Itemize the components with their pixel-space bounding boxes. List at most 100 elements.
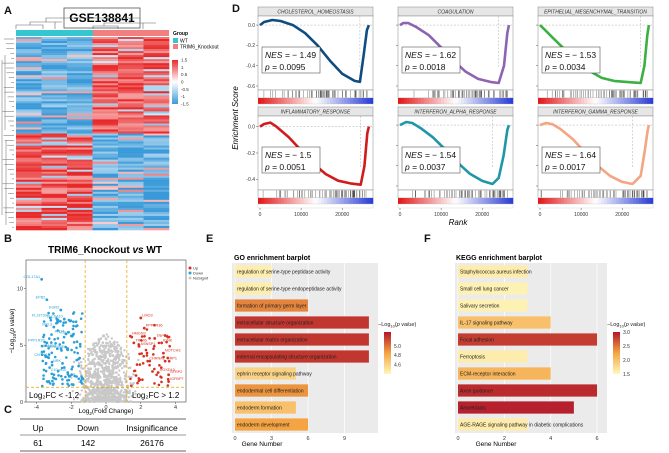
heatmap-cell bbox=[67, 55, 93, 58]
heatmap-cell bbox=[118, 141, 144, 144]
heatmap-cell bbox=[92, 171, 119, 175]
volcano-gene-label-down: EPB2 bbox=[36, 295, 46, 299]
gsea-rank-bar-segment bbox=[538, 98, 542, 104]
gsea-rank-bar-segment bbox=[444, 198, 448, 204]
heatmap-cell bbox=[67, 227, 93, 231]
heatmap-cell bbox=[143, 207, 170, 211]
barplot-xtick-label: 6 bbox=[596, 436, 599, 442]
heatmap-cell bbox=[92, 101, 119, 104]
heatmap-cell bbox=[92, 95, 119, 98]
heatmap-cell bbox=[143, 103, 170, 106]
volcano-gene-label-down: PPP1R3C bbox=[28, 338, 46, 342]
volcano-xtick-label: -4 bbox=[34, 405, 39, 411]
heatmap-cell bbox=[67, 77, 93, 80]
heatmap-cell bbox=[118, 115, 144, 118]
heatmap-cell bbox=[16, 41, 42, 44]
heatmap-cell bbox=[118, 79, 144, 82]
gsea-rank-bar-segment bbox=[632, 198, 637, 204]
heatmap-cell bbox=[118, 105, 144, 108]
heatmap-cell bbox=[67, 133, 93, 136]
heatmap-cell bbox=[41, 161, 68, 164]
heatmap-cell bbox=[92, 77, 119, 80]
gsea-rank-bar-segment bbox=[332, 98, 336, 104]
gsea-pvalue-text: p = 0.0037 bbox=[404, 162, 446, 172]
barplot-bar bbox=[458, 367, 551, 380]
gsea-rank-bar-segment bbox=[598, 198, 602, 204]
gsea-rank-bar-segment bbox=[538, 198, 542, 204]
heatmap-cell bbox=[118, 157, 144, 160]
gsea-rank-bar-segment bbox=[487, 198, 491, 204]
heatmap-cell bbox=[41, 185, 68, 189]
gsea-rank-bar-segment bbox=[555, 198, 559, 204]
heatmap-cell bbox=[118, 107, 144, 110]
heatmap-cell bbox=[118, 89, 144, 92]
gsea-enrichment-curve bbox=[259, 18, 371, 84]
heatmap-cell bbox=[92, 97, 119, 100]
heatmap-cell bbox=[92, 147, 119, 150]
gsea-rank-bar-segment bbox=[461, 198, 465, 204]
heatmap-cell bbox=[16, 199, 42, 203]
heatmap-cell bbox=[92, 161, 119, 164]
heatmap-cell bbox=[143, 49, 170, 52]
volcano-ylabel-paren-open: ( bbox=[9, 331, 16, 334]
heatmap-cell bbox=[143, 173, 170, 177]
heatmap-cell bbox=[143, 161, 170, 164]
volcano-legend-dot bbox=[188, 266, 192, 270]
heatmap-cell bbox=[67, 225, 93, 229]
barplot-bar bbox=[458, 418, 528, 431]
gsea-rank-bar-segment bbox=[501, 198, 505, 204]
heatmap-cell bbox=[16, 79, 42, 82]
heatmap-cell bbox=[16, 73, 42, 76]
gsea-rank-bar-segment bbox=[260, 98, 265, 104]
heatmap-cell bbox=[41, 85, 68, 88]
volcano-labeled-point-down bbox=[71, 333, 75, 337]
volcano-labeled-point-up bbox=[167, 373, 171, 377]
heatmap-cell bbox=[92, 113, 119, 116]
heatmap-cell bbox=[41, 67, 68, 70]
heatmap-cell bbox=[67, 149, 93, 152]
gsea-rank-bar-segment bbox=[569, 98, 573, 104]
gsea-rank-bar-segment bbox=[481, 198, 485, 204]
volcano-legend-dot bbox=[188, 276, 192, 280]
heatmap-cell bbox=[118, 177, 144, 181]
group-legend-wt-label: WT bbox=[180, 39, 188, 45]
heatmap-cell bbox=[41, 159, 68, 162]
heatmap-cell bbox=[143, 91, 170, 94]
heatmap-cell bbox=[16, 95, 42, 98]
heatmap-cell bbox=[143, 183, 170, 187]
heatmap-cell bbox=[41, 143, 68, 146]
gsea-rank-bar-segment bbox=[367, 98, 371, 104]
gsea-rank-bar-segment bbox=[344, 198, 348, 204]
heatmap-cell bbox=[67, 71, 93, 74]
gsea-ytick-label: 0.0 bbox=[248, 23, 255, 29]
gsea-rank-bar-segment bbox=[275, 98, 279, 104]
gsea-rank-bar-segment bbox=[495, 98, 499, 104]
heatmap-cell bbox=[92, 117, 119, 120]
gsea-rank-bar-segment bbox=[452, 98, 456, 104]
barplot-body: 0 3 6 9 regulation of serine-type peptidase … bbox=[232, 263, 416, 442]
heatmap-cell bbox=[118, 219, 144, 223]
gsea-stat-box bbox=[401, 46, 461, 74]
heatmap-cell bbox=[92, 199, 119, 203]
volcano-xlabel-prefix: Log bbox=[79, 408, 90, 415]
heatmap-cell bbox=[92, 99, 119, 102]
barplot-category-label: external encapsulating structure organiz… bbox=[237, 354, 337, 360]
heatmap-cell bbox=[118, 127, 144, 130]
heatmap-cell bbox=[118, 103, 144, 106]
gsea-rank-bar-segment bbox=[367, 198, 371, 204]
heatmap-cell bbox=[16, 203, 42, 207]
volcano-gene-label-up: HMGN3 bbox=[132, 332, 146, 336]
heatmap-cell bbox=[92, 65, 119, 68]
heatmap-cell bbox=[118, 191, 144, 195]
heatmap-cell bbox=[118, 49, 144, 52]
heatmap-cell bbox=[41, 191, 68, 195]
gsea-set-name: INTERFERON_ALPHA_RESPONSE bbox=[414, 110, 497, 116]
heatmap-cell bbox=[67, 115, 93, 118]
heatmap-cell bbox=[118, 227, 144, 231]
gsea-rank-bar-segment bbox=[398, 198, 402, 204]
heatmap-cell bbox=[92, 211, 119, 215]
heatmap-cell bbox=[16, 75, 42, 78]
heatmap-colorbar-tick-label: 1.5 bbox=[181, 58, 188, 63]
heatmap-cell bbox=[143, 85, 170, 88]
heatmap-cell bbox=[92, 179, 119, 183]
